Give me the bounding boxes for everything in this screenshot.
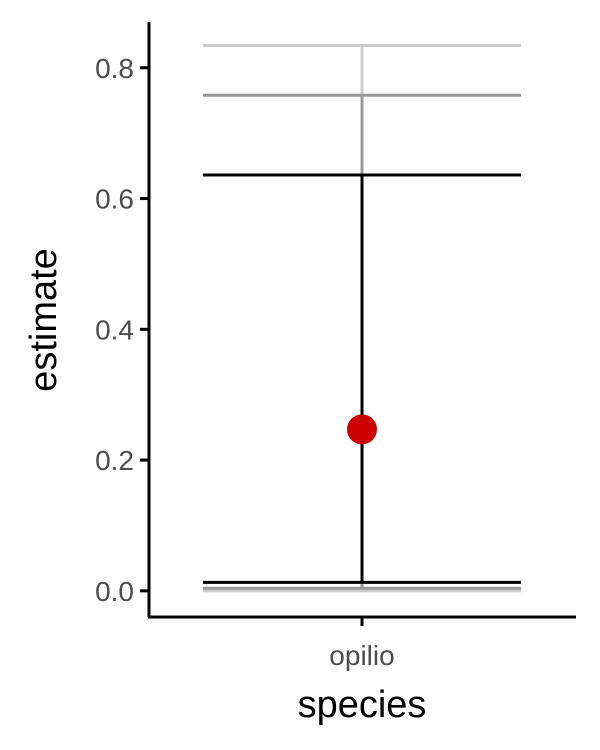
y-tick-labels: 0.0 0.2 0.4 0.6 0.8 xyxy=(95,53,134,607)
interval-3 xyxy=(203,173,521,584)
point-opilio xyxy=(347,414,377,445)
interval-bars xyxy=(203,44,521,593)
x-tick-label-opilio: opilio xyxy=(329,640,394,671)
x-axis-title: species xyxy=(298,684,427,726)
y-tick-label-0.2: 0.2 xyxy=(95,445,134,476)
y-tick-label-0.6: 0.6 xyxy=(95,184,134,215)
y-tick-label-0.4: 0.4 xyxy=(95,314,134,345)
y-tick-label-0.8: 0.8 xyxy=(95,53,134,84)
data-points xyxy=(347,414,377,445)
y-axis-title: estimate xyxy=(23,248,65,392)
y-tick-label-0.0: 0.0 xyxy=(95,576,134,607)
